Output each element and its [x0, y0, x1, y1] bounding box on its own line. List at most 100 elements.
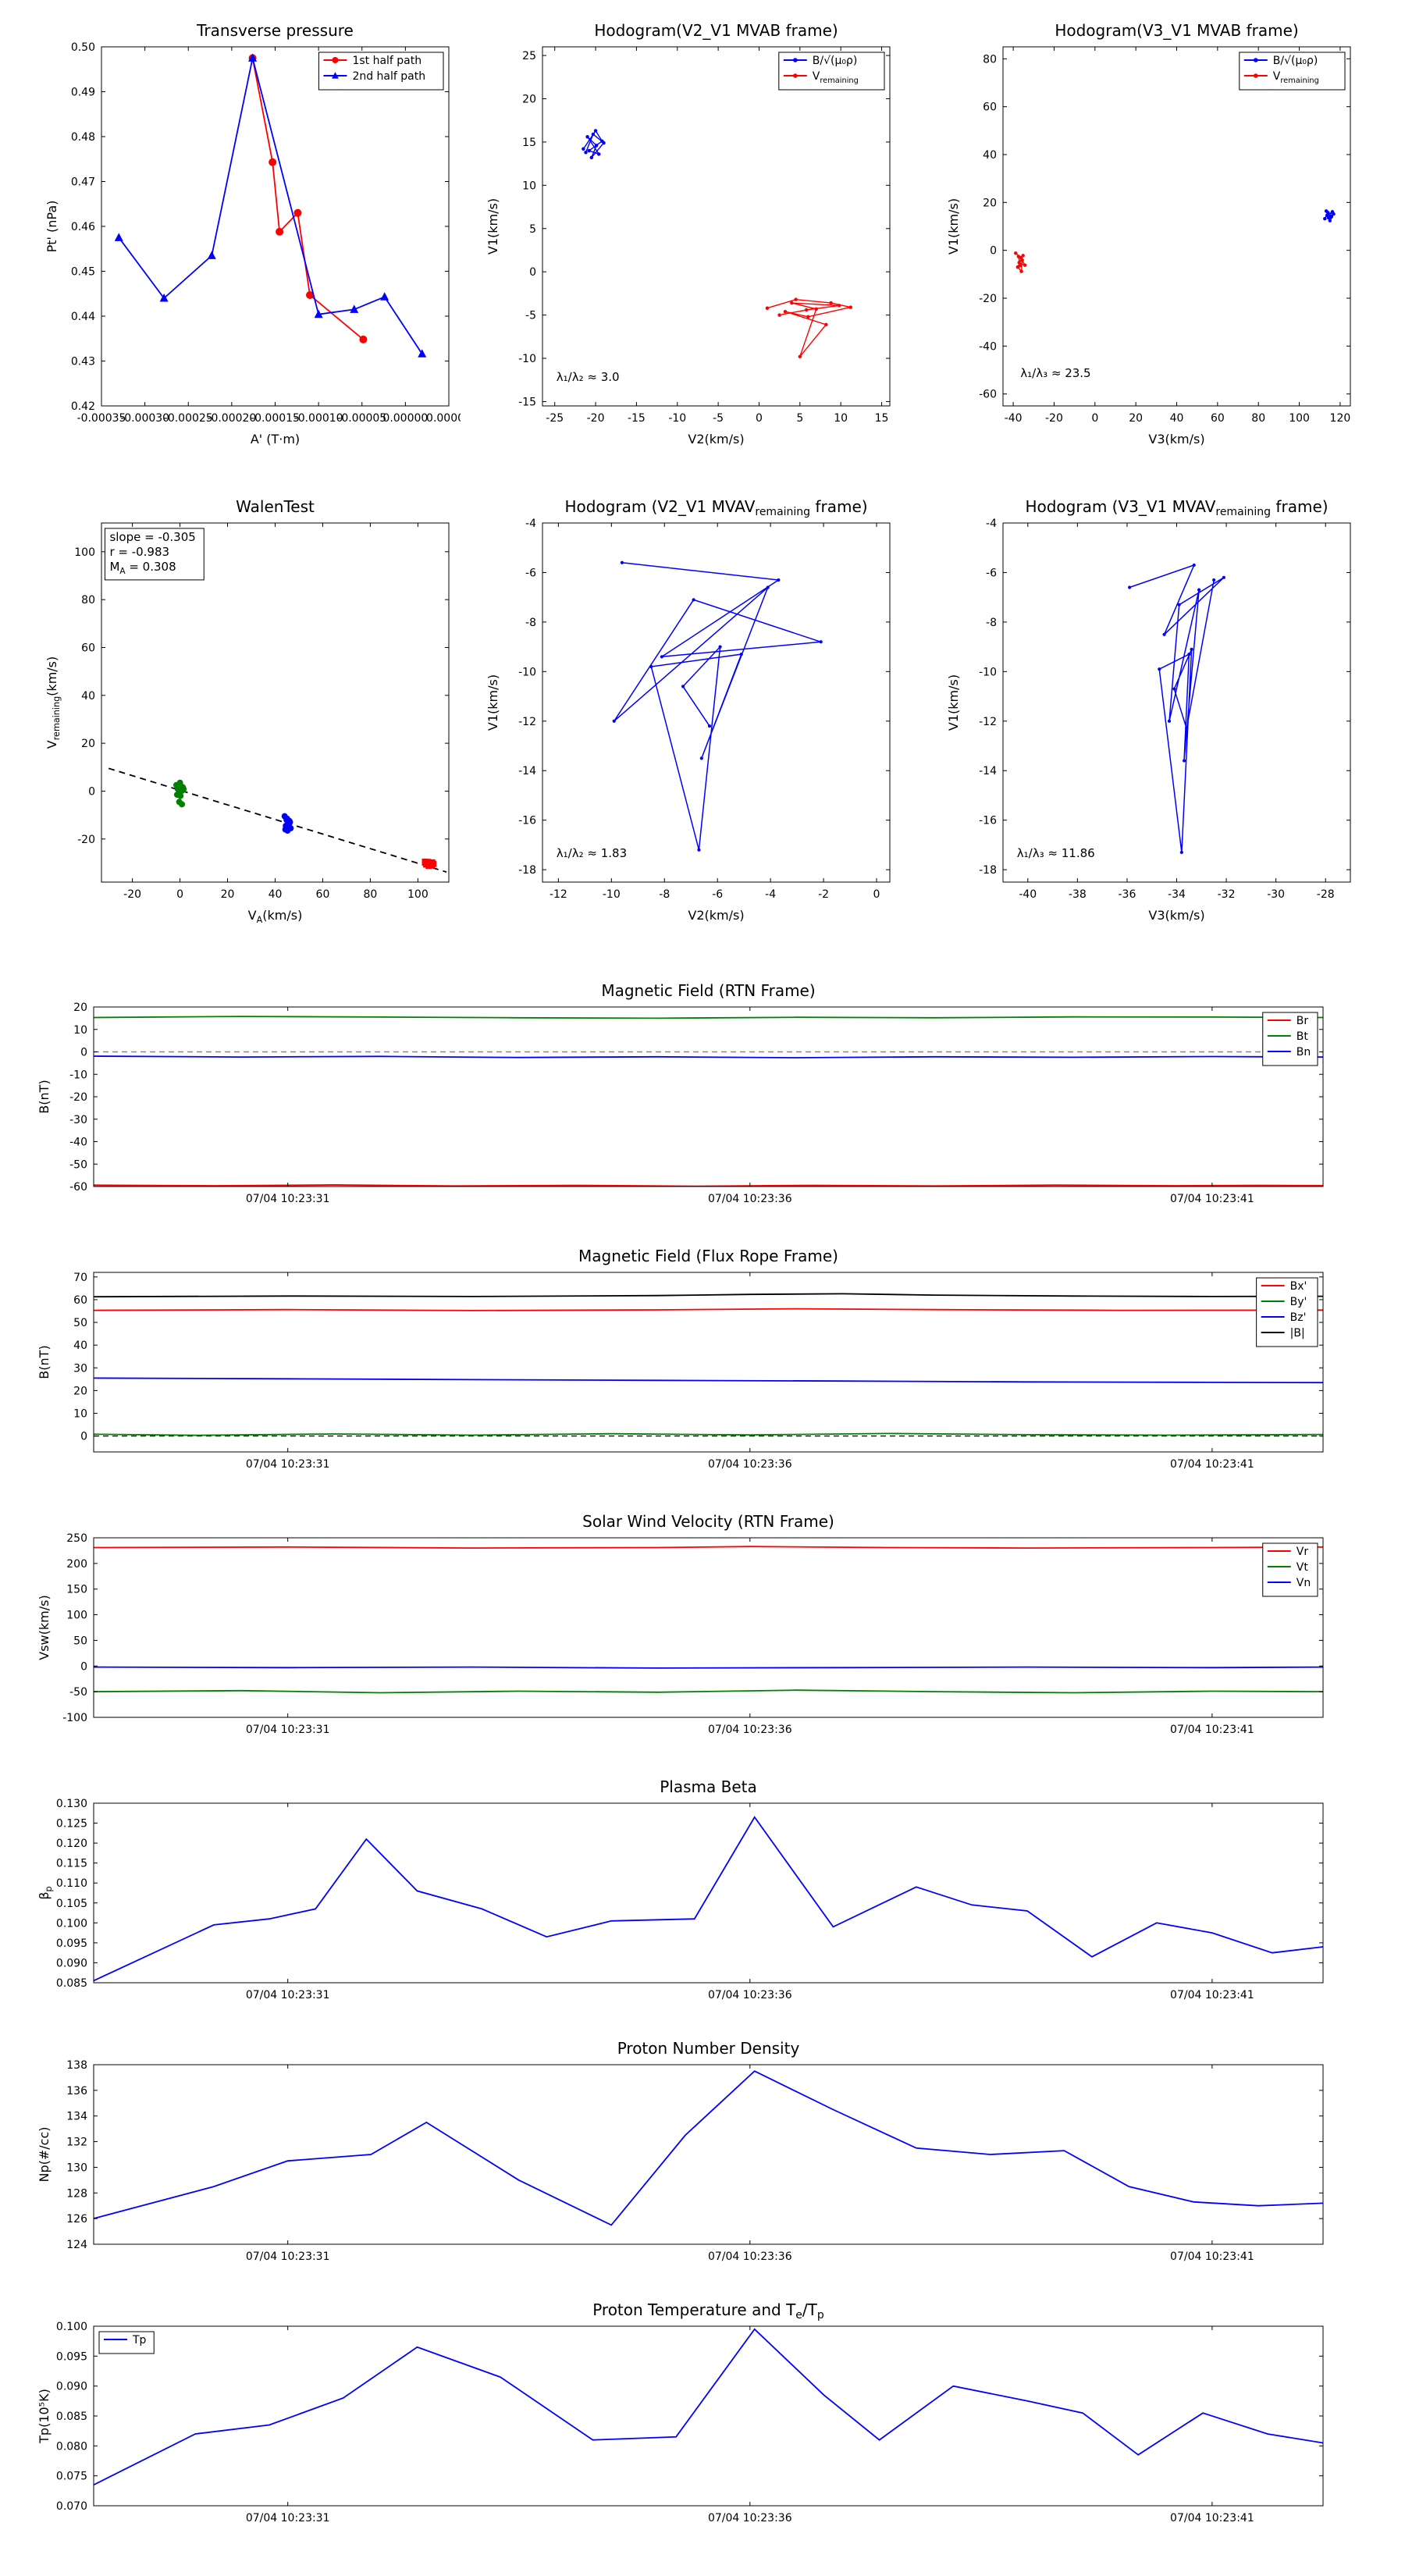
- svg-text:0.085: 0.085: [56, 2411, 87, 2423]
- svg-text:07/04 10:23:31: 07/04 10:23:31: [246, 1989, 330, 2001]
- svg-text:10: 10: [73, 1408, 87, 1421]
- svg-text:-4: -4: [765, 888, 776, 901]
- svg-text:Vsw(km/s): Vsw(km/s): [37, 1595, 52, 1660]
- svg-text:-20: -20: [587, 412, 605, 425]
- svg-text:λ₁/λ₃ ≈ 11.86: λ₁/λ₃ ≈ 11.86: [1017, 846, 1095, 860]
- svg-text:-0.00035: -0.00035: [77, 412, 126, 425]
- svg-text:V1(km/s): V1(km/s): [486, 674, 500, 731]
- svg-text:slope = -0.305: slope = -0.305: [109, 530, 195, 544]
- svg-text:5: 5: [796, 412, 803, 425]
- svg-text:B(nT): B(nT): [37, 1080, 52, 1113]
- svg-text:134: 134: [66, 2111, 87, 2123]
- svg-text:0.47: 0.47: [71, 176, 95, 189]
- svg-text:-4: -4: [986, 518, 997, 530]
- svg-text:Proton Number Density: Proton Number Density: [617, 2039, 800, 2058]
- svg-text:-6: -6: [986, 567, 997, 579]
- svg-text:Solar Wind Velocity (RTN Frame: Solar Wind Velocity (RTN Frame): [582, 1512, 834, 1531]
- svg-text:-40: -40: [1019, 888, 1037, 901]
- svg-text:07/04 10:23:41: 07/04 10:23:41: [1170, 1193, 1254, 1205]
- svg-text:60: 60: [983, 101, 997, 114]
- svg-text:|B|: |B|: [1290, 1327, 1305, 1340]
- svg-text:Vn: Vn: [1297, 1577, 1311, 1589]
- svg-text:10: 10: [73, 1024, 87, 1037]
- svg-text:V3(km/s): V3(km/s): [1148, 908, 1204, 923]
- sw-canvas: 07/04 10:23:31 07/04 10:23:36 07/04 10:23:…: [37, 1512, 1324, 1736]
- svg-text:0.095: 0.095: [56, 2350, 87, 2363]
- svg-text:07/04 10:23:31: 07/04 10:23:31: [246, 1193, 330, 1205]
- svg-text:-14: -14: [518, 765, 536, 777]
- svg-text:-15: -15: [628, 412, 646, 425]
- svg-text:07/04 10:23:41: 07/04 10:23:41: [1170, 1724, 1254, 1736]
- svg-text:-12: -12: [550, 888, 567, 901]
- svg-text:λ₁/λ₂ ≈ 3.0: λ₁/λ₂ ≈ 3.0: [557, 370, 620, 384]
- svg-text:126: 126: [66, 2213, 87, 2226]
- svg-text:1st half path: 1st half path: [352, 55, 422, 67]
- svg-text:-50: -50: [69, 1158, 87, 1171]
- svg-text:Br: Br: [1297, 1015, 1309, 1027]
- svg-text:0.100: 0.100: [56, 2321, 87, 2333]
- svg-text:10: 10: [522, 180, 536, 192]
- svg-text:MA = 0.308: MA = 0.308: [109, 560, 176, 576]
- svg-text:0.49: 0.49: [71, 87, 95, 99]
- svg-text:-18: -18: [518, 864, 536, 877]
- svg-text:Bz': Bz': [1290, 1311, 1307, 1324]
- svg-text:50: 50: [73, 1317, 87, 1329]
- chart-magnetic-field-flux-rope: 07/04 10:23:31 07/04 10:23:36 07/04 10:23:…: [23, 1237, 1343, 1495]
- walen-canvas: -20 0 20 40 60 80 100 -20 0 20 40 60 80 100 WalenTest V…: [44, 497, 450, 925]
- svg-text:A' (T·m): A' (T·m): [251, 432, 300, 447]
- svg-text:Bx': Bx': [1290, 1280, 1307, 1293]
- svg-text:60: 60: [81, 642, 95, 654]
- svg-text:Hodogram(V2_V1 MVAB frame): Hodogram(V2_V1 MVAB frame): [594, 21, 838, 40]
- h6v-canvas: -40 -38 -36 -34 -32 -30 -28 -18 -16 -14 -12 -10 -8 -6…: [946, 497, 1351, 923]
- svg-text:0.48: 0.48: [71, 131, 95, 144]
- svg-text:250: 250: [66, 1532, 87, 1545]
- svg-text:0.120: 0.120: [56, 1838, 87, 1850]
- svg-text:-30: -30: [69, 1114, 87, 1126]
- svg-text:Vremaining(km/s): Vremaining(km/s): [44, 656, 62, 749]
- dens-canvas: 07/04 10:23:31 07/04 10:23:36 07/04 10:23:…: [37, 2039, 1324, 2263]
- svg-text:0.43: 0.43: [71, 356, 95, 368]
- svg-text:50: 50: [73, 1635, 87, 1647]
- svg-text:0.00005: 0.00005: [426, 412, 461, 425]
- svg-text:-38: -38: [1069, 888, 1087, 901]
- svg-text:By': By': [1290, 1296, 1307, 1308]
- svg-text:80: 80: [81, 594, 95, 607]
- svg-text:120: 120: [1330, 412, 1351, 425]
- svg-text:20: 20: [522, 94, 536, 106]
- svg-text:0: 0: [80, 1660, 87, 1673]
- chart-magnetic-field-rtn: 07/04 10:23:31 07/04 10:23:36 07/04 10:23:…: [23, 972, 1343, 1229]
- svg-text:20: 20: [983, 197, 997, 209]
- svg-text:VA(km/s): VA(km/s): [248, 908, 303, 925]
- svg-text:128: 128: [66, 2187, 87, 2200]
- svg-text:07/04 10:23:31: 07/04 10:23:31: [246, 2250, 330, 2263]
- svg-text:-10: -10: [603, 888, 621, 901]
- svg-text:80: 80: [364, 888, 378, 901]
- svg-text:Plasma Beta: Plasma Beta: [660, 1777, 757, 1796]
- svg-text:λ₁/λ₃ ≈ 23.5: λ₁/λ₃ ≈ 23.5: [1020, 366, 1090, 380]
- svg-text:20: 20: [73, 1002, 87, 1014]
- svg-text:0: 0: [1091, 412, 1098, 425]
- svg-text:Tp: Tp: [132, 2334, 147, 2347]
- svg-text:Magnetic Field (Flux Rope Fram: Magnetic Field (Flux Rope Frame): [578, 1247, 838, 1265]
- svg-text:-60: -60: [979, 389, 997, 401]
- svg-text:-10: -10: [69, 1069, 87, 1081]
- h2v-canvas: -25 -20 -15 -10 -5 0 5 10 15 -15 -10 -5 0 5 10 15 20 25 Ho…: [486, 21, 891, 447]
- svg-text:-32: -32: [1218, 888, 1236, 901]
- svg-text:-100: -100: [62, 1712, 87, 1724]
- svg-text:-10: -10: [668, 412, 686, 425]
- svg-text:B/√(μ₀ρ): B/√(μ₀ρ): [813, 55, 858, 67]
- svg-text:-20: -20: [123, 888, 141, 901]
- svg-text:0.115: 0.115: [56, 1858, 87, 1870]
- svg-text:B/√(μ₀ρ): B/√(μ₀ρ): [1273, 55, 1318, 67]
- svg-text:-20: -20: [77, 834, 95, 846]
- svg-text:30: 30: [73, 1362, 87, 1375]
- svg-text:0.42: 0.42: [71, 400, 95, 413]
- svg-text:0.46: 0.46: [71, 221, 95, 233]
- svg-text:-20: -20: [979, 293, 997, 305]
- svg-text:5: 5: [529, 223, 536, 236]
- svg-text:0.075: 0.075: [56, 2471, 87, 2483]
- svg-text:25: 25: [522, 50, 536, 62]
- svg-text:80: 80: [983, 53, 997, 66]
- svg-text:-0.00010: -0.00010: [294, 412, 343, 425]
